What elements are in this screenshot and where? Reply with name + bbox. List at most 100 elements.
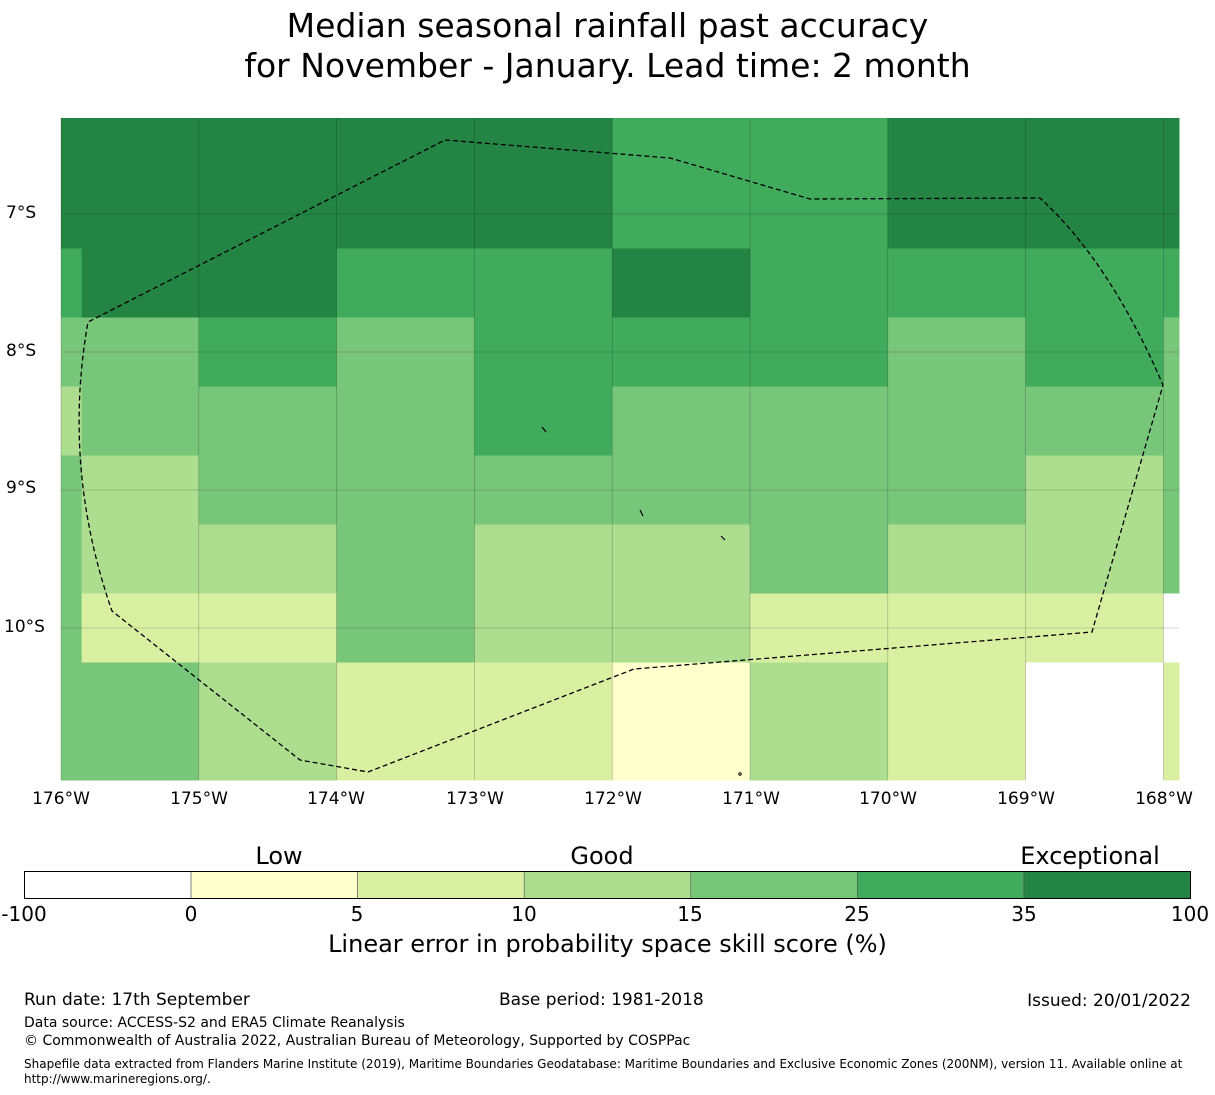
chart-title-line1: Median seasonal rainfall past accuracy: [286, 6, 929, 45]
skill-cell: [81, 455, 200, 525]
colorbar-segment: [523, 871, 692, 899]
map-gridlines: [60, 118, 1179, 780]
lon-label: 171°W: [722, 789, 780, 809]
skill-cell: [750, 662, 889, 781]
skill-cell: [750, 118, 889, 249]
skill-cell: [612, 118, 751, 249]
lat-label: 9°S: [6, 478, 37, 498]
colorbar-segment: [1023, 871, 1191, 899]
skill-cell: [61, 593, 83, 663]
colorbar-segment: [690, 871, 858, 899]
skill-cell: [198, 248, 338, 318]
skill-cell: [612, 317, 751, 387]
lat-label: 10°S: [4, 617, 45, 637]
island-outline: [720, 535, 726, 541]
skill-cell: [1163, 593, 1180, 663]
skill-cell: [1025, 662, 1164, 781]
skill-cell: [81, 317, 200, 387]
skill-cell: [61, 317, 83, 387]
colorbar-segment: [190, 871, 358, 899]
skill-cell: [61, 455, 83, 525]
skill-cell: [474, 593, 613, 663]
colorbar-tick: 10: [511, 902, 537, 926]
skill-cell: [198, 662, 338, 781]
colorbar-label: Linear error in probability space skill …: [328, 930, 887, 958]
skill-cell: [1025, 248, 1164, 318]
skill-cell: [81, 118, 200, 249]
skill-cell: [1025, 317, 1164, 387]
skill-cell: [61, 118, 83, 249]
skill-cell: [1163, 455, 1180, 525]
skill-cell: [887, 317, 1027, 387]
skill-cell: [750, 593, 889, 663]
colorbar-tick: 0: [184, 902, 198, 926]
skill-cell: [198, 524, 338, 594]
skill-cell: [336, 118, 475, 249]
skill-cell: [612, 386, 751, 456]
skill-cell: [198, 118, 338, 249]
lon-label: 174°W: [307, 789, 365, 809]
lon-label: 176°W: [32, 789, 90, 809]
colorbar-tick: 35: [1011, 902, 1037, 926]
skill-cell: [336, 248, 475, 318]
skill-cell: [1163, 118, 1180, 249]
category-exceptional: Exceptional: [1020, 842, 1160, 870]
skill-cell: [612, 455, 751, 525]
skill-cell: [61, 248, 83, 318]
copyright: © Commonwealth of Australia 2022, Austra…: [24, 1033, 691, 1049]
skill-cell: [887, 662, 1027, 781]
skill-cell: [198, 386, 338, 456]
skill-cell: [1163, 662, 1180, 781]
skill-cell: [61, 386, 83, 456]
skill-cell: [1163, 317, 1180, 387]
colorbar-tick: 25: [844, 902, 870, 926]
category-low: Low: [255, 842, 303, 870]
skill-cell: [1163, 248, 1180, 318]
island-outline: [639, 509, 644, 517]
skill-cell: [474, 455, 613, 525]
skill-cell: [1025, 118, 1164, 249]
skill-cell: [81, 662, 200, 781]
lon-label: 172°W: [584, 789, 642, 809]
skill-cell: [750, 386, 889, 456]
skill-cell: [1163, 524, 1180, 594]
data-source: Data source: ACCESS-S2 and ERA5 Climate …: [24, 1015, 405, 1031]
skill-cell: [612, 248, 751, 318]
skill-cell: [887, 593, 1027, 663]
skill-cell: [474, 317, 613, 387]
skill-cell: [750, 455, 889, 525]
issued-date: Issued: 20/01/2022: [1027, 991, 1191, 1011]
chart-title-line2: for November - January. Lead time: 2 mon…: [244, 46, 971, 85]
skill-cell: [1025, 593, 1164, 663]
skill-cell: [61, 662, 83, 781]
skill-cell: [612, 662, 751, 781]
skill-cell: [81, 386, 200, 456]
lon-label: 168°W: [1135, 789, 1193, 809]
skill-cell: [1025, 455, 1164, 525]
colorbar-outline: [24, 871, 1191, 899]
skill-cell: [336, 593, 475, 663]
lon-label: 173°W: [446, 789, 504, 809]
lon-label: 175°W: [170, 789, 228, 809]
skill-cell: [336, 662, 475, 781]
skill-cell: [887, 248, 1027, 318]
skill-cell: [81, 593, 200, 663]
skill-cell: [1025, 524, 1164, 594]
skill-cell: [612, 593, 751, 663]
skill-cell: [1163, 386, 1180, 456]
shapefile-credit: Shapefile data extracted from Flanders M…: [24, 1057, 1183, 1086]
skill-cell: [474, 386, 613, 456]
skill-cell: [887, 386, 1027, 456]
eez-boundary: [78, 139, 1164, 773]
skill-cell: [336, 455, 475, 525]
skill-cell: [474, 118, 613, 249]
skill-cell: [81, 524, 200, 594]
skill-grid: [61, 118, 1180, 781]
skill-map: [60, 118, 1180, 781]
skill-cell: [750, 317, 889, 387]
skill-cell: [750, 248, 889, 318]
colorbar-tick: 15: [677, 902, 703, 926]
colorbar-tick: 100: [1170, 902, 1210, 926]
skill-cell: [887, 524, 1027, 594]
skill-cell: [1025, 386, 1164, 456]
